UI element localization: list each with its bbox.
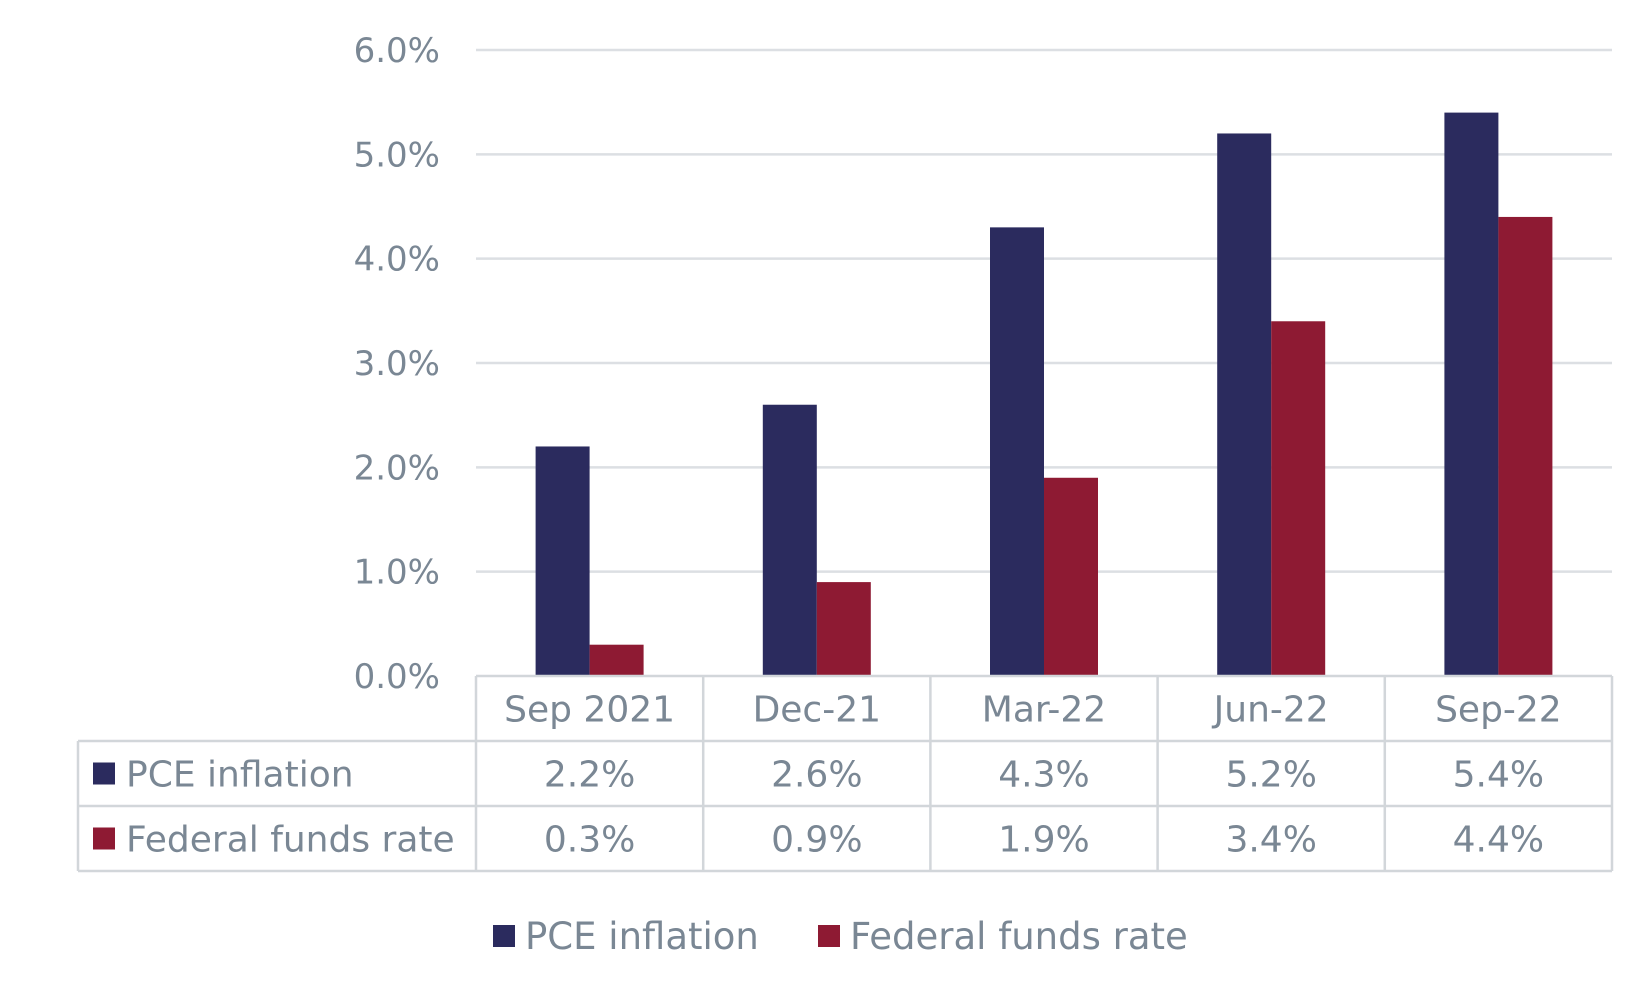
bar-federal-funds-rate [816, 582, 871, 676]
legend-swatch [818, 925, 840, 947]
bars [535, 112, 1553, 677]
x-tick-label: Sep-22 [1435, 690, 1562, 731]
y-tick-label: 5.0% [354, 135, 440, 175]
bar-pce-inflation [1217, 133, 1272, 676]
data-label: 5.4% [1453, 755, 1544, 796]
bar-federal-funds-rate [1498, 216, 1553, 676]
data-label: 2.6% [771, 755, 862, 796]
data-label: 0.3% [544, 820, 635, 861]
bar-federal-funds-rate [1271, 321, 1326, 676]
y-axis-ticks: 0.0% 1.0% 2.0% 3.0% 4.0% 5.0% 6.0% [354, 31, 440, 697]
y-tick-label: 0.0% [354, 657, 440, 697]
y-tick-label: 6.0% [354, 31, 440, 71]
data-table: Sep 2021 Dec-21 Mar-22 Jun-22 Sep-22 PCE infl… [76, 674, 1614, 873]
bar-federal-funds-rate [1044, 477, 1098, 676]
x-tick-label: Dec-21 [753, 690, 881, 731]
table-legend-swatch [93, 762, 115, 785]
bar-pce-inflation [990, 227, 1044, 676]
legend-swatch [493, 925, 515, 947]
data-label: 5.2% [1225, 755, 1316, 796]
x-tick-label: Jun-22 [1212, 690, 1329, 731]
table-series-label: Federal funds rate [126, 820, 455, 861]
legend-label: PCE inflation [525, 915, 759, 958]
y-tick-label: 2.0% [354, 448, 440, 488]
legend-label: Federal funds rate [850, 915, 1188, 958]
data-label: 3.4% [1225, 820, 1316, 861]
data-label: 4.4% [1453, 820, 1544, 861]
bar-pce-inflation [1444, 112, 1499, 677]
table-legend-swatch [93, 827, 115, 850]
bar-pce-inflation [762, 404, 817, 676]
data-label: 1.9% [998, 820, 1089, 861]
table-series-label: PCE inflation [126, 755, 354, 796]
y-tick-label: 3.0% [354, 344, 440, 384]
x-tick-label: Mar-22 [982, 690, 1106, 731]
data-label: 2.2% [544, 755, 635, 796]
x-tick-label: Sep 2021 [504, 690, 675, 731]
y-tick-label: 1.0% [354, 553, 440, 593]
bar-federal-funds-rate [589, 644, 644, 676]
data-label: 0.9% [771, 820, 862, 861]
legend: PCE inflation Federal funds rate [493, 915, 1188, 958]
y-tick-label: 4.0% [354, 240, 440, 280]
data-label: 4.3% [998, 755, 1089, 796]
bar-pce-inflation [535, 446, 590, 676]
